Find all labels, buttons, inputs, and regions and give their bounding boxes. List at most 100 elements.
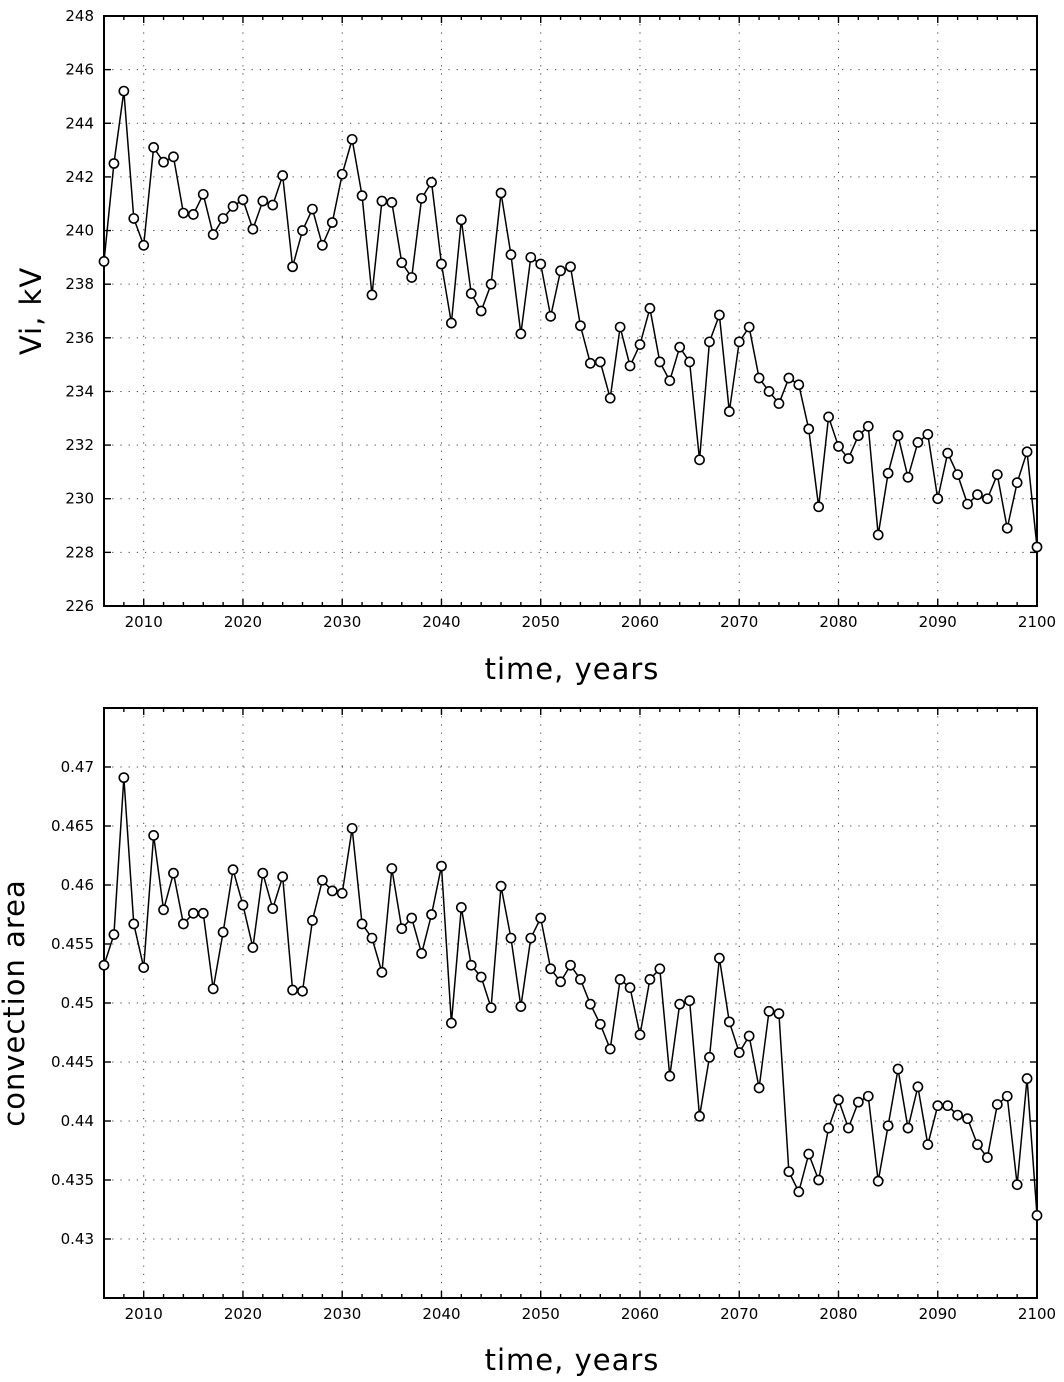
convection-area-data-point	[892, 1063, 904, 1075]
convection-area-data-point	[932, 1100, 944, 1112]
voltage-data-point	[445, 317, 457, 329]
convection-area-data-point	[565, 959, 576, 971]
voltage-data-point	[813, 501, 825, 513]
convection-area-data-point	[237, 899, 249, 911]
voltage-data-point	[962, 498, 973, 510]
convection-area-ytick-label: 0.47	[61, 758, 94, 776]
convection-area-data-point	[366, 932, 378, 944]
convection-area-data-point	[733, 1047, 745, 1058]
convection-area-data-point	[158, 904, 169, 916]
voltage-data-point	[485, 278, 497, 290]
convection-area-data-point	[177, 918, 189, 930]
convection-area-data-point	[823, 1122, 834, 1134]
voltage-data-point	[207, 229, 219, 240]
convection-area-data-point	[852, 1096, 864, 1108]
convection-area-ytick-label: 0.44	[61, 1112, 94, 1130]
convection-area-data-point	[267, 903, 279, 914]
convection-area-data-point	[952, 1109, 963, 1121]
convection-area-data-point	[1011, 1179, 1023, 1191]
voltage-data-point	[684, 356, 696, 368]
convection-area-data-point	[694, 1110, 705, 1122]
convection-area-series-points	[98, 772, 1043, 1221]
convection-area-data-point	[763, 1005, 775, 1017]
voltage-data-point	[416, 192, 428, 204]
voltage-data-point	[515, 328, 527, 340]
convection-area-data-point	[1031, 1210, 1043, 1221]
convection-area-data-point	[416, 948, 428, 959]
voltage-data-point	[912, 437, 924, 448]
convection-area-data-point	[594, 1018, 606, 1030]
convection-area-ytick-label: 0.445	[51, 1053, 94, 1071]
convection-area-data-point	[624, 982, 636, 994]
convection-area-data-point	[962, 1113, 973, 1125]
voltage-data-point	[1031, 541, 1043, 553]
voltage-chart-xlabel: time, years	[485, 652, 660, 686]
voltage-chart-frame	[103, 15, 1038, 607]
voltage-data-point	[932, 493, 944, 505]
convection-area-data-point	[436, 860, 447, 872]
voltage-data-point	[614, 321, 626, 333]
voltage-data-point	[634, 339, 646, 350]
convection-area-data-point	[723, 1016, 735, 1028]
voltage-data-point	[872, 529, 884, 541]
convection-area-data-point	[991, 1099, 1003, 1110]
voltage-xtick-label: 2090	[919, 613, 957, 631]
convection-area-data-point	[981, 1152, 993, 1163]
voltage-data-point	[584, 357, 596, 369]
convection-area-data-point	[128, 918, 140, 930]
voltage-data-point	[376, 195, 388, 207]
convection-area-data-point	[396, 923, 408, 935]
convection-area-chart: 2010 2020 2030 2040 2050 2060 2070 2080 2090 2100…	[0, 707, 1056, 1377]
voltage-data-point	[138, 239, 150, 251]
convection-area-data-point	[882, 1120, 894, 1132]
voltage-data-point	[465, 288, 477, 299]
convection-area-xtick-label: 2080	[819, 1305, 857, 1323]
voltage-xtick-label: 2070	[720, 613, 758, 631]
voltage-data-point	[555, 265, 566, 277]
convection-area-xtick-label: 2030	[323, 1305, 361, 1323]
convection-area-series-line	[103, 777, 1038, 1216]
convection-area-data-point	[545, 963, 557, 975]
voltage-xtick-label: 2060	[621, 613, 659, 631]
voltage-data-point	[108, 158, 120, 169]
voltage-data-point	[535, 258, 547, 270]
voltage-data-point	[396, 257, 408, 269]
convection-area-ytick-label: 0.46	[61, 876, 94, 894]
convection-area-data-point	[833, 1094, 844, 1106]
convection-area-data-point	[247, 942, 259, 953]
voltage-data-point	[316, 239, 328, 251]
voltage-data-point	[763, 386, 775, 397]
convection-area-data-point	[197, 907, 209, 919]
convection-area-data-point	[307, 915, 318, 926]
convection-area-data-point	[108, 929, 120, 940]
voltage-chart-ylabel: Vi, kV	[14, 267, 48, 355]
convection-area-data-point	[138, 962, 150, 973]
convection-area-chart-grid	[104, 708, 1037, 1298]
voltage-ytick-label: 234	[65, 382, 94, 400]
convection-area-data-point	[644, 974, 656, 985]
convection-area-data-point	[426, 909, 437, 920]
convection-area-data-point	[297, 985, 308, 997]
convection-area-data-point	[634, 1029, 646, 1041]
convection-area-data-point	[515, 1001, 527, 1012]
voltage-data-point	[455, 214, 467, 226]
voltage-data-point	[694, 454, 705, 466]
voltage-data-point	[217, 213, 229, 224]
convection-area-data-point	[604, 1043, 616, 1055]
voltage-data-point	[346, 133, 358, 145]
voltage-data-point	[158, 156, 169, 168]
voltage-data-point	[168, 151, 179, 163]
voltage-data-point	[336, 168, 348, 180]
convection-area-data-point	[942, 1100, 954, 1112]
voltage-data-point	[624, 360, 636, 372]
voltage-data-point	[743, 321, 755, 333]
convection-area-data-point	[168, 867, 179, 879]
voltage-xtick-label: 2020	[224, 613, 262, 631]
voltage-data-point	[326, 217, 338, 228]
voltage-data-point	[823, 411, 834, 423]
convection-area-ytick-label: 0.43	[61, 1230, 94, 1248]
voltage-data-point	[505, 249, 517, 261]
convection-area-data-point	[495, 880, 507, 892]
voltage-xtick-label: 2040	[422, 613, 460, 631]
